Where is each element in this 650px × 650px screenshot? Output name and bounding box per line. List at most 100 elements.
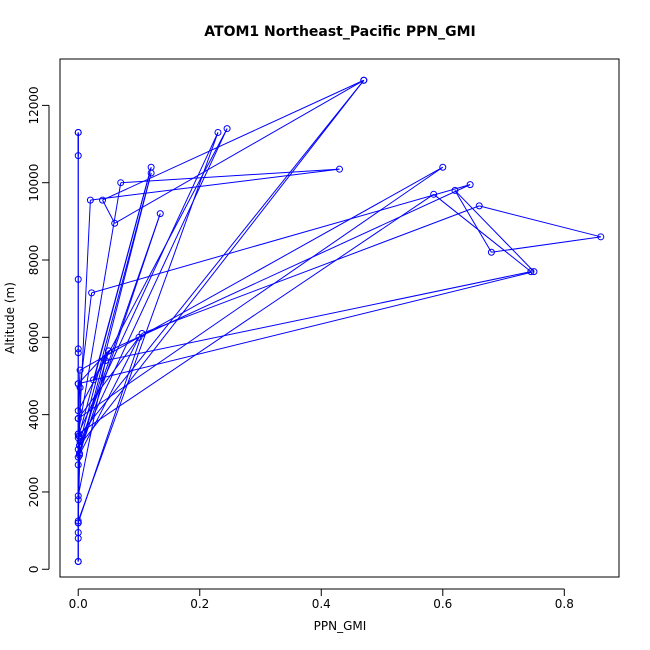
data-point <box>74 461 82 469</box>
series-line-segment <box>77 200 91 450</box>
series-line-segment <box>433 193 532 273</box>
series-line-segment <box>120 168 340 184</box>
series-line-segment <box>454 190 535 272</box>
series-line-segment <box>77 166 444 419</box>
data-point <box>74 345 82 353</box>
data-point <box>74 519 82 527</box>
y-tick-label: 0 <box>27 565 41 573</box>
data-point <box>135 333 143 341</box>
data-point <box>86 196 94 204</box>
series-line-segment <box>105 271 531 362</box>
series-line-segment <box>77 337 140 458</box>
series-line-segment <box>102 79 365 201</box>
data-point <box>223 125 231 133</box>
data-point <box>74 496 82 504</box>
series-line-segment <box>90 168 340 201</box>
series-line-segment <box>479 205 601 238</box>
data-point <box>89 376 97 384</box>
x-axis: 0.0 0.2 0.4 0.6 0.8 <box>69 588 574 611</box>
data-point <box>527 268 535 276</box>
data-point <box>597 233 605 241</box>
series-line-segment <box>114 79 365 224</box>
series-line-segment <box>102 199 116 224</box>
y-tick-label: 6000 <box>27 322 41 353</box>
x-tick-label: 0.2 <box>190 597 209 611</box>
series-line-segment <box>78 271 535 385</box>
data-point <box>75 449 83 457</box>
data-point <box>336 165 343 173</box>
series-line-segment <box>141 205 480 334</box>
data-point <box>147 163 155 171</box>
x-axis-label: PPN_GMI <box>314 619 367 633</box>
data-point <box>156 210 164 218</box>
series-line-segment <box>77 350 109 385</box>
series-line-segment <box>78 79 365 437</box>
data-point <box>74 128 82 136</box>
data-point <box>102 357 110 365</box>
data-point <box>74 529 82 537</box>
series-line-segment <box>79 166 444 371</box>
data-point <box>530 268 538 276</box>
data-point <box>76 366 84 374</box>
y-tick-label: 4000 <box>27 399 41 430</box>
data-point <box>117 179 125 187</box>
series-line-segment <box>91 184 471 294</box>
y-axis-label: Altitude (m) <box>3 282 17 354</box>
y-axis: 0 2000 4000 6000 8000 10000 12000 <box>27 86 50 573</box>
series-line-segment <box>77 128 228 412</box>
series-line-segment <box>77 333 143 524</box>
y-tick-label: 12000 <box>27 86 41 124</box>
data-point <box>74 407 82 415</box>
series-line-segment <box>454 190 492 253</box>
data-point <box>74 349 82 357</box>
data-point <box>74 430 82 438</box>
data-point <box>360 76 368 84</box>
data-point <box>74 492 82 500</box>
x-tick-label: 0.4 <box>312 597 331 611</box>
chart-title: ATOM1 Northeast_Pacific PPN_GMI <box>204 24 475 40</box>
series-line-segment <box>78 172 152 456</box>
series-line-segment <box>77 360 107 496</box>
data-point <box>74 275 82 283</box>
x-tick-label: 0.0 <box>69 597 88 611</box>
data-point <box>430 190 438 198</box>
data-point <box>451 186 459 194</box>
data-point <box>74 558 82 566</box>
series-line-segment <box>79 292 93 388</box>
series-line-segment <box>78 167 152 437</box>
data-point <box>74 453 82 461</box>
data-point <box>74 152 82 160</box>
series-points <box>74 76 605 566</box>
series-line-segment <box>77 387 81 496</box>
series-line-segment <box>108 184 471 352</box>
data-point <box>466 181 474 189</box>
data-point <box>74 517 82 525</box>
data-point <box>475 202 483 210</box>
series-line-segment <box>78 128 228 446</box>
series-line-segment <box>77 132 219 522</box>
series-line-segment <box>77 182 122 435</box>
series-line-segment <box>77 213 161 450</box>
x-tick-label: 0.8 <box>555 597 574 611</box>
data-point <box>439 163 447 171</box>
data-point <box>214 128 222 136</box>
y-tick-label: 2000 <box>27 477 41 508</box>
series-lines <box>77 79 601 562</box>
data-point <box>99 196 107 204</box>
series-line-segment <box>77 193 434 435</box>
series-line-segment <box>491 236 601 253</box>
data-point <box>88 289 96 297</box>
x-tick-label: 0.6 <box>433 597 452 611</box>
series-line-segment <box>77 337 140 419</box>
y-tick-label: 10000 <box>27 164 41 202</box>
data-point <box>105 347 113 355</box>
y-tick-label: 8000 <box>27 245 41 276</box>
series-line-segment <box>79 79 365 446</box>
data-point <box>74 445 82 453</box>
data-point <box>111 219 119 227</box>
data-point <box>487 248 495 256</box>
data-point <box>75 442 83 450</box>
data-point <box>74 380 82 388</box>
data-point <box>76 384 84 392</box>
